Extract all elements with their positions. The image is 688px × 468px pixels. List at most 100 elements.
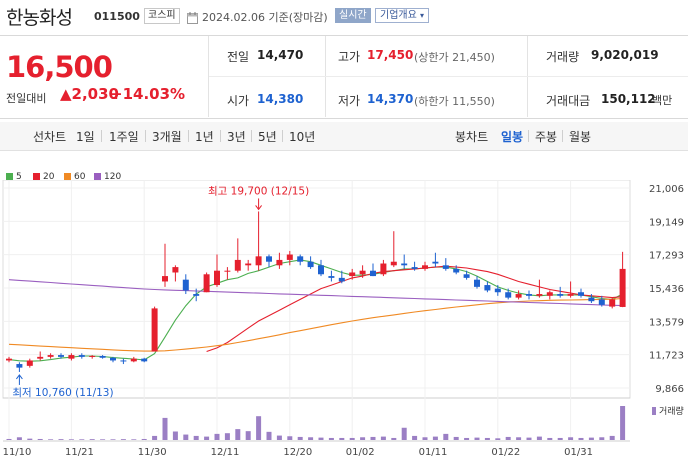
candle-body bbox=[37, 356, 44, 359]
x-tick-label: 12/20 bbox=[283, 447, 312, 458]
candle-body bbox=[401, 263, 408, 266]
ma-line-120 bbox=[8, 279, 623, 307]
period-1w[interactable]: 1주일 bbox=[109, 130, 139, 144]
period-3y[interactable]: 3년 bbox=[227, 130, 246, 144]
candle-body bbox=[536, 294, 543, 296]
volume-bar bbox=[89, 439, 95, 440]
min-arrow-head bbox=[15, 374, 23, 380]
volume-bar bbox=[412, 435, 418, 440]
volume-bar bbox=[183, 434, 189, 440]
volume-bar bbox=[235, 429, 241, 440]
candle-body bbox=[390, 261, 397, 266]
low-label: 저가 bbox=[338, 94, 361, 108]
candle-body bbox=[526, 294, 532, 296]
volume-bar bbox=[432, 436, 438, 440]
candle-body bbox=[266, 256, 272, 262]
volume-bar bbox=[568, 437, 574, 440]
divider bbox=[145, 130, 146, 142]
candle-body bbox=[588, 297, 595, 302]
live-button[interactable]: 실시간 bbox=[335, 8, 371, 23]
legend-ma5: 5 bbox=[6, 172, 22, 182]
candle-body bbox=[484, 285, 491, 291]
volume-bar bbox=[287, 436, 293, 440]
x-tick-label: 01/22 bbox=[491, 447, 520, 458]
volume-bar bbox=[505, 436, 511, 440]
volume-bar bbox=[152, 435, 158, 440]
calendar-icon bbox=[187, 9, 198, 28]
volume-bar bbox=[474, 437, 480, 440]
candle-body bbox=[68, 355, 75, 359]
candle-chart-label: 봉차트 bbox=[455, 130, 489, 144]
stock-name: 한농화성 bbox=[6, 7, 73, 29]
company-overview-button[interactable]: 기업개요 ▾ bbox=[375, 8, 430, 23]
candle-body bbox=[338, 277, 345, 282]
volume-bar bbox=[380, 436, 386, 440]
period-1y[interactable]: 1년 bbox=[195, 130, 214, 144]
candle-weekly[interactable]: 주봉 bbox=[535, 130, 558, 144]
volume-bar bbox=[484, 437, 490, 440]
volume-bar bbox=[349, 437, 355, 440]
volume-bar bbox=[609, 435, 615, 440]
candle-body bbox=[359, 270, 366, 275]
volume-bar bbox=[588, 437, 594, 440]
volume-bar bbox=[526, 437, 532, 440]
volume-bar bbox=[422, 437, 428, 440]
volume-bar bbox=[256, 416, 262, 440]
candle-body bbox=[89, 355, 96, 357]
period-1d[interactable]: 1일 bbox=[76, 130, 95, 144]
divider bbox=[562, 130, 563, 142]
max-arrow-head bbox=[255, 205, 262, 211]
y-tick-label: 15,436 bbox=[649, 284, 684, 295]
divider bbox=[209, 76, 688, 77]
legend-label: 60 bbox=[74, 172, 86, 182]
candle-body bbox=[26, 360, 33, 366]
volume-bar bbox=[131, 439, 137, 440]
legend-swatch bbox=[64, 173, 71, 180]
volume-bar bbox=[224, 433, 230, 440]
volume-bar bbox=[308, 437, 314, 440]
candle-body bbox=[463, 274, 470, 278]
y-tick-label: 11,723 bbox=[649, 351, 684, 362]
volume-bar bbox=[339, 437, 345, 440]
price-chart[interactable]: 21,006 19,149 17,293 15,436 13,579 11,723 9,86… bbox=[0, 180, 688, 468]
candle-body bbox=[578, 292, 584, 296]
legend-label: 5 bbox=[16, 172, 22, 182]
legend-swatch bbox=[94, 173, 101, 180]
period-10y[interactable]: 10년 bbox=[289, 130, 316, 144]
candle-body bbox=[474, 279, 480, 287]
candle-body bbox=[6, 358, 12, 361]
volume-bar bbox=[37, 438, 43, 440]
volume-bar bbox=[245, 431, 251, 440]
volume-bar bbox=[391, 437, 397, 440]
amount-label: 거래대금 bbox=[546, 94, 591, 108]
x-tick-label: 01/11 bbox=[419, 447, 448, 458]
candle-body bbox=[193, 294, 200, 296]
change-percent: +14.03% bbox=[110, 85, 186, 103]
volume-bar bbox=[100, 439, 106, 440]
volume-bar bbox=[443, 433, 449, 440]
volume-bar bbox=[360, 437, 366, 440]
candle-body bbox=[349, 272, 356, 277]
candle-daily[interactable]: 일봉 bbox=[501, 130, 524, 144]
line-chart-label: 선차트 bbox=[33, 130, 67, 144]
ma-line-20 bbox=[206, 265, 623, 353]
candle-monthly[interactable]: 월봉 bbox=[569, 130, 592, 144]
y-tick-label: 19,149 bbox=[649, 217, 684, 228]
period-5y[interactable]: 5년 bbox=[258, 130, 277, 144]
candle-body bbox=[515, 294, 522, 298]
high-value: 17,450 bbox=[367, 48, 414, 62]
period-3m[interactable]: 3개월 bbox=[152, 130, 182, 144]
divider bbox=[220, 130, 221, 142]
volume-bar bbox=[578, 437, 584, 440]
upper-limit: (상한가 21,450) bbox=[414, 51, 495, 64]
volume-bar bbox=[516, 437, 522, 440]
candle-body bbox=[297, 256, 304, 262]
candle-body bbox=[214, 270, 220, 286]
volume-legend-swatch bbox=[652, 407, 656, 415]
candle-body bbox=[380, 263, 387, 275]
candle-body bbox=[432, 261, 439, 264]
high-label: 고가 bbox=[338, 50, 361, 64]
amount-value: 150,112 bbox=[601, 92, 656, 106]
open-value: 14,380 bbox=[257, 92, 304, 106]
volume-bar bbox=[193, 435, 199, 440]
